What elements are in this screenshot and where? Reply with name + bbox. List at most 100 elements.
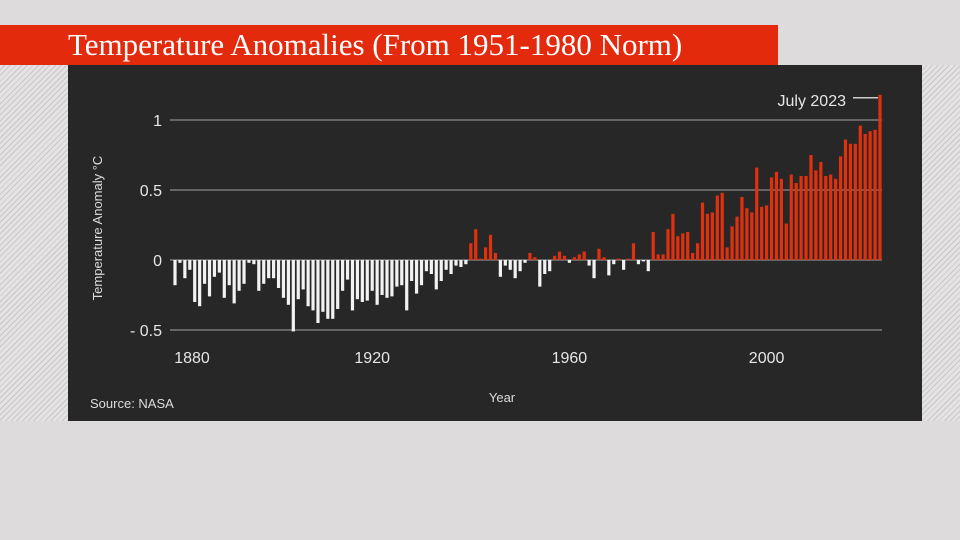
bar-1997 [750, 212, 754, 260]
bar-1961 [572, 257, 576, 260]
bar-1930 [419, 260, 424, 286]
bar-1894 [242, 260, 246, 284]
bar-2007 [799, 176, 803, 260]
title-banner: Temperature Anomalies (From 1951-1980 No… [0, 25, 778, 65]
bar-1986 [695, 243, 700, 260]
bar-1928 [410, 260, 414, 281]
bar-1901 [276, 260, 281, 288]
bar-1999 [760, 206, 764, 260]
bar-1950 [518, 260, 522, 272]
bar-1958 [557, 251, 562, 260]
bar-1993 [730, 226, 734, 260]
bar-1962 [577, 254, 581, 260]
bar-1953 [533, 257, 537, 260]
bar-2015 [838, 156, 843, 260]
bar-1919 [365, 260, 369, 301]
bar-1991 [720, 192, 724, 260]
source-label: Source: NASA [90, 396, 174, 411]
bar-1954 [538, 260, 542, 287]
bar-2010 [814, 170, 818, 260]
bar-1929 [414, 260, 419, 294]
bar-1948 [508, 260, 512, 270]
bar-2004 [784, 223, 788, 260]
bar-1887 [207, 260, 212, 297]
bar-1957 [553, 255, 557, 260]
bar-1913 [336, 260, 340, 309]
bar-1886 [202, 260, 207, 284]
bar-1967 [602, 257, 606, 260]
bar-1883 [188, 260, 192, 270]
bar-1944 [488, 234, 493, 260]
bar-1895 [247, 260, 251, 263]
bar-1905 [296, 260, 300, 300]
bar-1939 [464, 260, 468, 265]
bar-1917 [355, 260, 360, 300]
bar-1964 [587, 260, 591, 266]
bar-1982 [676, 236, 680, 260]
bar-1902 [281, 260, 286, 298]
bar-1891 [227, 260, 231, 286]
bar-1979 [661, 254, 665, 260]
bar-2020 [863, 134, 867, 260]
y-tick-label: 0 [153, 253, 162, 270]
bar-1974 [636, 260, 641, 265]
bar-2021 [868, 131, 872, 260]
chart-panel [68, 65, 922, 421]
bar-2018 [853, 143, 857, 260]
bar-1960 [567, 260, 571, 263]
y-axis-label: Temperature Anomaly °C [90, 156, 105, 301]
bar-1998 [755, 167, 759, 260]
bar-1890 [222, 260, 226, 298]
annotation-label: July 2023 [778, 93, 847, 110]
bar-2001 [769, 177, 774, 260]
bar-1973 [631, 243, 636, 260]
bar-1909 [316, 260, 320, 323]
bar-1951 [523, 260, 527, 263]
bar-1968 [607, 260, 611, 276]
bar-2022 [873, 129, 877, 260]
bar-1988 [705, 213, 710, 260]
chart-title: Temperature Anomalies (From 1951-1980 No… [68, 27, 683, 62]
bar-2019 [858, 125, 862, 260]
bar-1976 [646, 260, 650, 272]
bar-1912 [331, 260, 335, 319]
bar-1977 [651, 232, 655, 260]
bar-1943 [483, 247, 488, 260]
bar-1936 [449, 260, 453, 274]
bar-1881 [178, 260, 182, 263]
bar-1896 [252, 260, 256, 265]
bar-1888 [212, 260, 217, 277]
bar-1945 [493, 253, 498, 260]
bar-1900 [272, 260, 276, 279]
bar-2011 [819, 162, 823, 260]
bar-2003 [779, 178, 783, 260]
bar-1880 [173, 260, 177, 286]
bar-1942 [479, 258, 483, 260]
bar-1932 [429, 260, 433, 274]
bar-1911 [326, 260, 330, 319]
bar-1923 [385, 260, 389, 298]
bar-1921 [375, 260, 379, 305]
bar-1916 [350, 260, 355, 311]
bar-1915 [345, 260, 350, 280]
bar-1971 [622, 260, 626, 270]
bar-1990 [715, 195, 719, 260]
bar-2002 [774, 171, 779, 260]
bar-1980 [666, 229, 670, 260]
bar-1975 [641, 260, 645, 262]
x-tick-label: 1920 [354, 350, 390, 367]
bar-2012 [824, 176, 828, 260]
bar-2017 [848, 143, 853, 260]
bar-1897 [257, 260, 261, 291]
bar-1903 [286, 260, 290, 305]
bar-1956 [548, 260, 552, 272]
bar-1992 [725, 247, 729, 260]
bar-1906 [301, 260, 305, 290]
bar-1904 [291, 260, 295, 332]
bar-1889 [217, 260, 221, 273]
bar-1989 [710, 212, 714, 260]
bar-1910 [321, 260, 325, 312]
bar-2014 [834, 178, 838, 260]
bar-1899 [267, 260, 271, 279]
